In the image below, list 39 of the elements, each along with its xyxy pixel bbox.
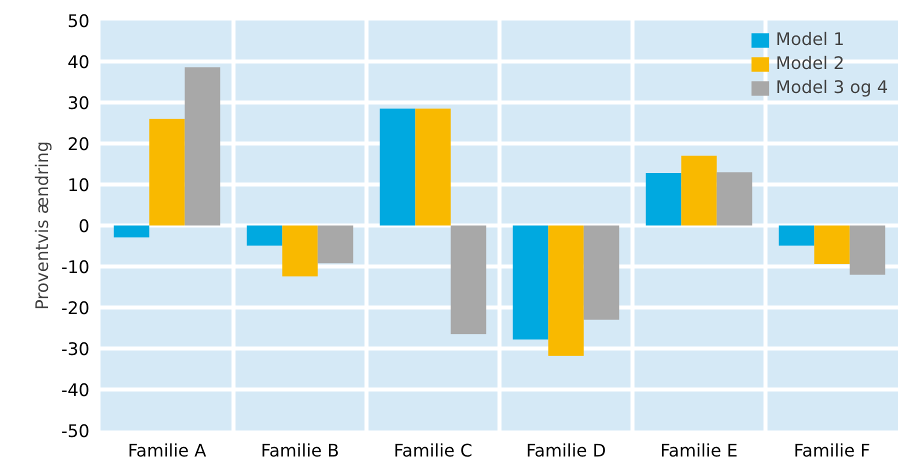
bar <box>114 226 150 238</box>
x-tick-label: Familie A <box>128 442 206 462</box>
bar <box>548 226 584 356</box>
legend-label: Model 1 <box>776 30 844 50</box>
bar <box>282 226 318 276</box>
bar <box>814 226 850 264</box>
bar <box>318 226 354 264</box>
bar <box>778 226 814 246</box>
legend-label: Model 2 <box>776 54 844 74</box>
legend-label: Model 3 og 4 <box>776 78 888 98</box>
y-tick-label: -20 <box>61 299 90 319</box>
x-tick-label: Familie C <box>394 442 472 462</box>
x-tick-label: Familie E <box>660 442 738 462</box>
y-axis-title: Proventvis ændring <box>33 141 54 310</box>
bar <box>512 226 548 340</box>
bar <box>415 108 451 226</box>
bar <box>716 172 752 226</box>
bar <box>681 156 717 226</box>
bar <box>246 226 282 246</box>
y-tick-label: -10 <box>61 258 90 278</box>
y-tick-label: 50 <box>67 12 90 32</box>
bar <box>584 226 620 320</box>
bar <box>380 108 416 226</box>
y-tick-label: 40 <box>67 53 90 73</box>
bar <box>450 226 486 334</box>
y-tick-label: -50 <box>61 422 90 442</box>
y-tick-label: 30 <box>67 94 90 114</box>
bar <box>149 118 185 226</box>
x-tick-label: Familie D <box>526 442 606 462</box>
y-tick-label: -40 <box>61 381 90 401</box>
y-tick-label: 20 <box>67 135 90 155</box>
x-tick-label: Familie F <box>794 442 870 462</box>
bar <box>850 226 886 275</box>
y-tick-label: 0 <box>78 217 90 237</box>
bar <box>184 67 220 226</box>
y-tick-label: 10 <box>67 176 90 196</box>
x-tick-label: Familie B <box>260 442 340 462</box>
y-tick-label: -30 <box>61 340 90 360</box>
bar <box>646 173 682 226</box>
